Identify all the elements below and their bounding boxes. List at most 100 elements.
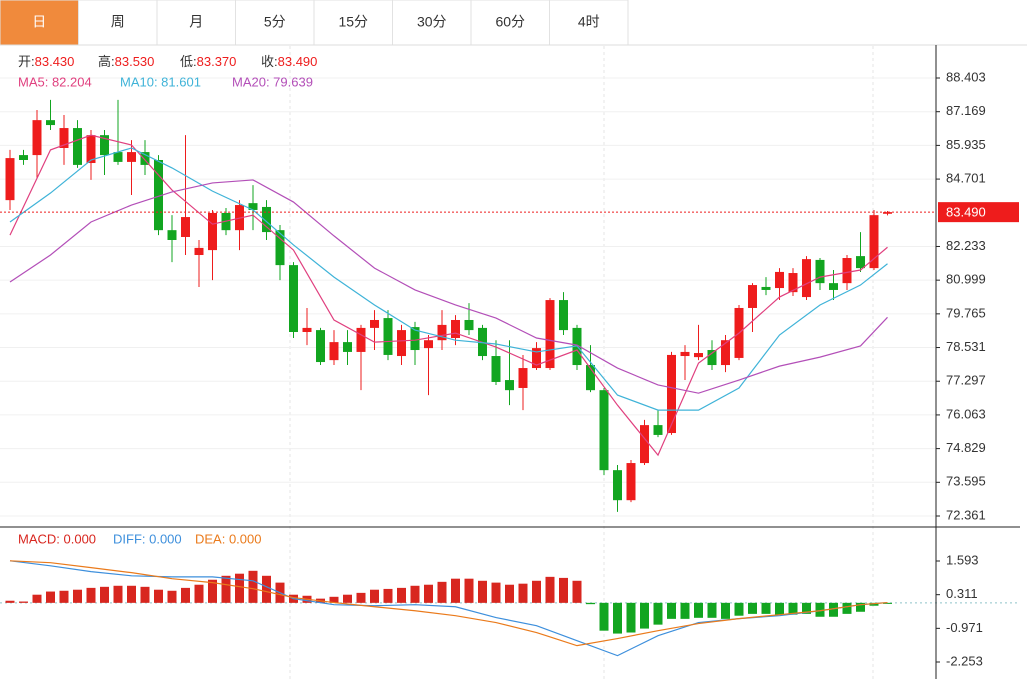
candle-body [869,215,879,269]
macd-bar [19,601,28,603]
candle-body [491,356,501,382]
candle-body [181,217,190,237]
macd-bar [329,596,339,603]
macd-bar [221,575,231,603]
candle-body [505,380,514,391]
macd-bar [734,602,744,616]
legend-item: DIFF: 0.000 [113,531,182,546]
candle-body [883,212,892,214]
candle-body [19,155,28,160]
macd-bar [248,570,258,603]
tab-label[interactable]: 月 [189,14,203,30]
macd-bar [464,578,474,603]
candle-body [424,340,433,349]
candle-body [59,128,69,148]
candle-body [5,158,15,201]
macd-bar [883,602,892,604]
macd-bar [775,602,784,615]
macd-bar [437,581,447,603]
candle-body [86,135,96,164]
tab-label[interactable]: 15分 [338,14,368,30]
macd-bar [356,592,366,603]
macd-bar [856,602,865,612]
candle-body [275,230,285,266]
candle-body [167,230,177,240]
candle-body [73,128,82,165]
macd-bar [788,602,798,615]
candle-body [464,319,474,331]
macd-bar [640,602,649,629]
macd-bar [100,586,109,603]
candle-body [842,258,852,284]
candle-body [707,350,717,366]
macd-bar [869,602,879,606]
candle-body [626,463,636,501]
tab-label[interactable]: 30分 [417,14,447,30]
y-tick-label: 80.999 [946,272,986,287]
candle-body [653,425,663,435]
y-tick-label: 77.297 [946,373,986,388]
tab-label[interactable]: 周 [111,14,125,30]
candle-body [586,365,595,391]
candle-body [775,271,784,289]
macd-bar [748,602,757,614]
candle-body [343,342,352,352]
macd-bar [680,602,690,619]
macd-bar [707,602,717,618]
tab[interactable] [156,0,236,46]
macd-bar [262,575,271,603]
candle-body [788,273,798,293]
macd-bar [532,580,541,603]
macd-bar [586,602,595,605]
macd-bar [397,587,406,603]
candle-body [613,470,622,501]
macd-bar [451,578,460,603]
candle-body [32,120,42,156]
macd-bar [5,600,15,603]
info-item: 收:83.490 [261,54,317,69]
candle-body [113,152,123,162]
macd-bar [235,573,244,603]
last-price-box [938,202,1019,223]
macd-bar [599,602,609,631]
ma-line [9,134,888,457]
candle-body [100,135,109,156]
tab[interactable] [313,0,393,46]
info-item: 低:83.370 [180,54,236,69]
macd-bar [518,583,528,603]
y-tick-label: 74.829 [946,440,986,455]
candle-body [761,286,771,290]
tab-label[interactable]: 60分 [495,14,525,30]
candle-body [302,327,312,333]
candle-body [329,342,339,361]
tab[interactable] [0,0,79,46]
y-tick-label: 0.311 [946,586,978,601]
candle-body [667,354,676,434]
tab-label[interactable]: 4时 [578,14,600,30]
macd-bar [194,584,204,603]
y-tick-label: 76.063 [946,406,986,421]
macd-bar [73,589,82,603]
macd-bar [694,602,703,618]
legend-item: MACD: 0.000 [18,531,96,546]
tab[interactable] [392,0,472,46]
candle-body [545,300,555,369]
tab[interactable] [549,0,629,46]
macd-bar [653,602,663,625]
candle-body [599,390,609,471]
ma-line [9,147,888,411]
info-value: 83.430 [35,54,75,69]
macd-bar [424,584,433,603]
tab-label[interactable]: 5分 [264,14,286,30]
macd-bar [761,602,771,614]
info-item: 开:83.430 [18,54,74,69]
legend-item: DEA: 0.000 [195,531,262,546]
candle-body [262,206,271,233]
macd-bar [167,590,177,603]
legend-item: MA20: 79.639 [232,74,313,89]
candle-body [532,348,541,369]
y-tick-label: 85.935 [946,137,986,152]
y-tick-label: 1.593 [946,552,979,567]
tab-label[interactable]: 日 [32,14,46,30]
